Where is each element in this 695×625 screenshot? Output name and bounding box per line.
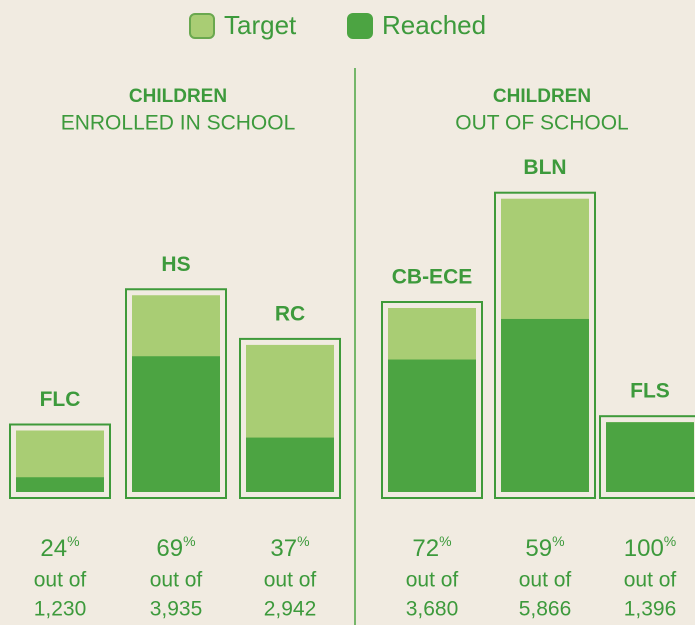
percent-value: 69 — [156, 535, 183, 562]
category-label: CB-ECE — [392, 266, 473, 289]
reached-bar — [246, 438, 334, 492]
out-of-label: out of — [150, 569, 203, 592]
reached-bar — [388, 360, 476, 492]
category-label: FLS — [630, 380, 670, 403]
percent-value: 24 — [40, 535, 67, 562]
percent-value: 72 — [412, 535, 439, 562]
out-of-label: out of — [624, 569, 677, 592]
percent-value: 100 — [624, 535, 664, 562]
target-label: 1,396 — [624, 598, 677, 621]
panel-title: CHILDREN — [493, 86, 591, 107]
legend-label: Target — [224, 10, 297, 40]
category-label: HS — [161, 253, 190, 276]
target-label: 3,935 — [150, 598, 203, 621]
panel-title: CHILDREN — [129, 86, 227, 107]
category-label: FLC — [40, 388, 81, 411]
percent-sign: % — [439, 533, 451, 549]
panel-subtitle: ENROLLED IN SCHOOL — [61, 112, 296, 135]
percent-sign: % — [552, 533, 564, 549]
percent-sign: % — [67, 533, 79, 549]
reached-bar — [501, 319, 589, 492]
reached-bar — [606, 422, 694, 492]
page: {"chart_data": [ {"type": "bar", "title"… — [0, 0, 695, 625]
chart: Target Reached CHILDREN ENROLLED IN SCHOOL F… — [0, 0, 695, 625]
target-label: 2,942 — [264, 598, 317, 621]
target-label: 1,230 — [34, 598, 87, 621]
legend-swatch — [348, 14, 372, 38]
target-label: 5,866 — [519, 598, 572, 621]
percent-value: 37 — [270, 535, 297, 562]
out-of-label: out of — [34, 569, 87, 592]
percent-sign: % — [664, 533, 676, 549]
reached-bar — [132, 356, 220, 492]
target-label: 3,680 — [406, 598, 459, 621]
out-of-label: out of — [519, 569, 572, 592]
out-of-label: out of — [406, 569, 459, 592]
out-of-label: out of — [264, 569, 317, 592]
legend-swatch — [190, 14, 214, 38]
percent-value: 59 — [525, 535, 552, 562]
category-label: RC — [275, 302, 305, 325]
reached-bar — [16, 477, 104, 492]
percent-sign: % — [183, 533, 195, 549]
percent-sign: % — [297, 533, 309, 549]
legend-label: Reached — [382, 10, 486, 40]
category-label: BLN — [523, 156, 566, 179]
panel-subtitle: OUT OF SCHOOL — [455, 112, 628, 135]
